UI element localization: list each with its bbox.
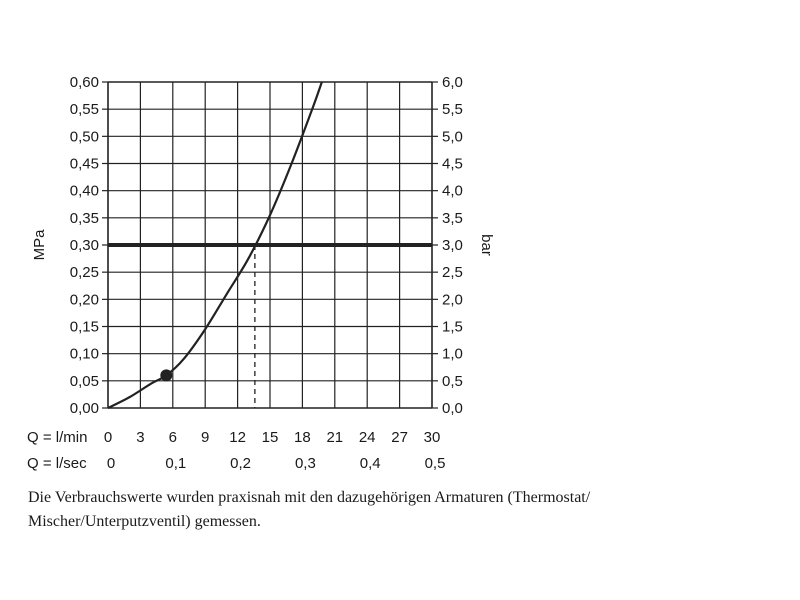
x-tick-label-lpm: 21 — [326, 429, 343, 446]
x-tick-label-lps: 0,5 — [425, 455, 446, 472]
right-y-axis-label: bar — [478, 234, 495, 256]
right-y-tick-label: 6,0 — [442, 74, 463, 91]
x-tick-label-lps: 0,1 — [165, 455, 186, 472]
left-y-tick-label: 0,45 — [70, 156, 99, 173]
x-tick-labels-lps: 0 0,1 0,2 0,3 0,4 0,5 — [107, 455, 446, 472]
x-tick-label-lpm: 15 — [262, 429, 279, 446]
right-y-tick-label: 0,0 — [442, 400, 463, 417]
x-tick-label-lpm: 3 — [136, 429, 144, 446]
x-tick-label-lpm: 0 — [104, 429, 112, 446]
right-y-tick-label: 0,5 — [442, 373, 463, 390]
right-y-tick-labels: 0,0 0,5 1,0 1,5 2,0 2,5 3,0 3,5 4,0 4,5 5,0 5,5 6,0 — [442, 74, 463, 417]
left-y-tick-label: 0,30 — [70, 237, 99, 254]
x-tick-label-lps: 0 — [107, 455, 115, 472]
left-y-tick-label: 0,60 — [70, 74, 99, 91]
x-axis-label-lps: Q = l/sec — [27, 455, 87, 472]
measurement-note: Die Verbrauchswerte wurden praxisnah mit… — [28, 486, 768, 534]
left-y-tick-label: 0,15 — [70, 319, 99, 336]
left-y-tick-label: 0,50 — [70, 128, 99, 145]
right-y-tick-label: 5,5 — [442, 101, 463, 118]
x-tick-label-lpm: 9 — [201, 429, 209, 446]
right-y-tick-label: 1,0 — [442, 346, 463, 363]
x-tick-label-lpm: 12 — [229, 429, 246, 446]
right-y-tick-label: 2,0 — [442, 291, 463, 308]
curve-marker-point — [160, 369, 173, 382]
right-y-tick-label: 4,5 — [442, 156, 463, 173]
left-y-tick-label: 0,35 — [70, 210, 99, 227]
x-tick-label-lps: 0,4 — [360, 455, 381, 472]
x-tick-label-lpm: 27 — [391, 429, 408, 446]
x-tick-label-lpm: 6 — [169, 429, 177, 446]
right-y-tick-label: 5,0 — [442, 128, 463, 145]
x-tick-label-lps: 0,3 — [295, 455, 316, 472]
left-y-axis-label: MPa — [31, 229, 48, 261]
x-tick-labels-lpm: 0 3 6 9 12 15 18 21 24 27 30 — [104, 429, 441, 446]
right-y-tick-label: 2,5 — [442, 264, 463, 281]
caption-line-1: Die Verbrauchswerte wurden praxisnah mit… — [28, 489, 591, 506]
left-y-tick-label: 0,20 — [70, 291, 99, 308]
x-tick-label-lpm: 24 — [359, 429, 376, 446]
right-y-tick-label: 4,0 — [442, 183, 463, 200]
right-y-tick-label: 3,5 — [442, 210, 463, 227]
left-y-tick-label: 0,25 — [70, 264, 99, 281]
series-line — [107, 81, 323, 409]
caption-line-2: Mischer/Unterputzventil) gemessen. — [28, 513, 261, 530]
left-y-tick-label: 0,40 — [70, 183, 99, 200]
left-y-tick-label: 0,55 — [70, 101, 99, 118]
x-axis-label-lpm: Q = l/min — [27, 429, 87, 446]
left-y-tick-labels: 0,00 0,05 0,10 0,15 0,20 0,25 0,30 0,35 0,40 0,45… — [70, 74, 99, 417]
left-y-tick-label: 0,05 — [70, 373, 99, 390]
x-tick-label-lpm: 30 — [424, 429, 441, 446]
x-tick-label-lpm: 18 — [294, 429, 311, 446]
right-y-tick-label: 3,0 — [442, 237, 463, 254]
x-tick-label-lps: 0,2 — [230, 455, 251, 472]
left-y-tick-label: 0,00 — [70, 400, 99, 417]
right-y-tick-label: 1,5 — [442, 319, 463, 336]
flow-pressure-chart: 0,000,050,100,150,200,250,300,350,400,45… — [27, 74, 495, 472]
left-y-tick-label: 0,10 — [70, 346, 99, 363]
